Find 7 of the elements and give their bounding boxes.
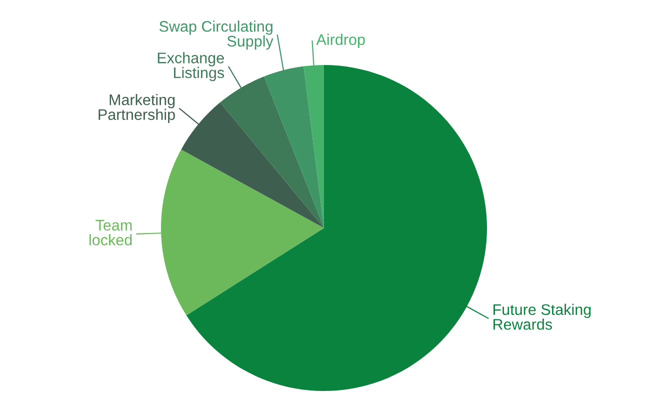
slice-label: Swap Circulating Supply <box>159 20 274 50</box>
slice-label: Future Staking Rewards <box>494 304 591 330</box>
slice-label: Team locked <box>90 220 132 246</box>
pie-slice <box>181 102 324 228</box>
slice-label: Airdrop <box>316 34 365 48</box>
slice-label: Exchange Listings <box>158 52 224 82</box>
slice-label: Marketing Partnership <box>98 94 175 124</box>
